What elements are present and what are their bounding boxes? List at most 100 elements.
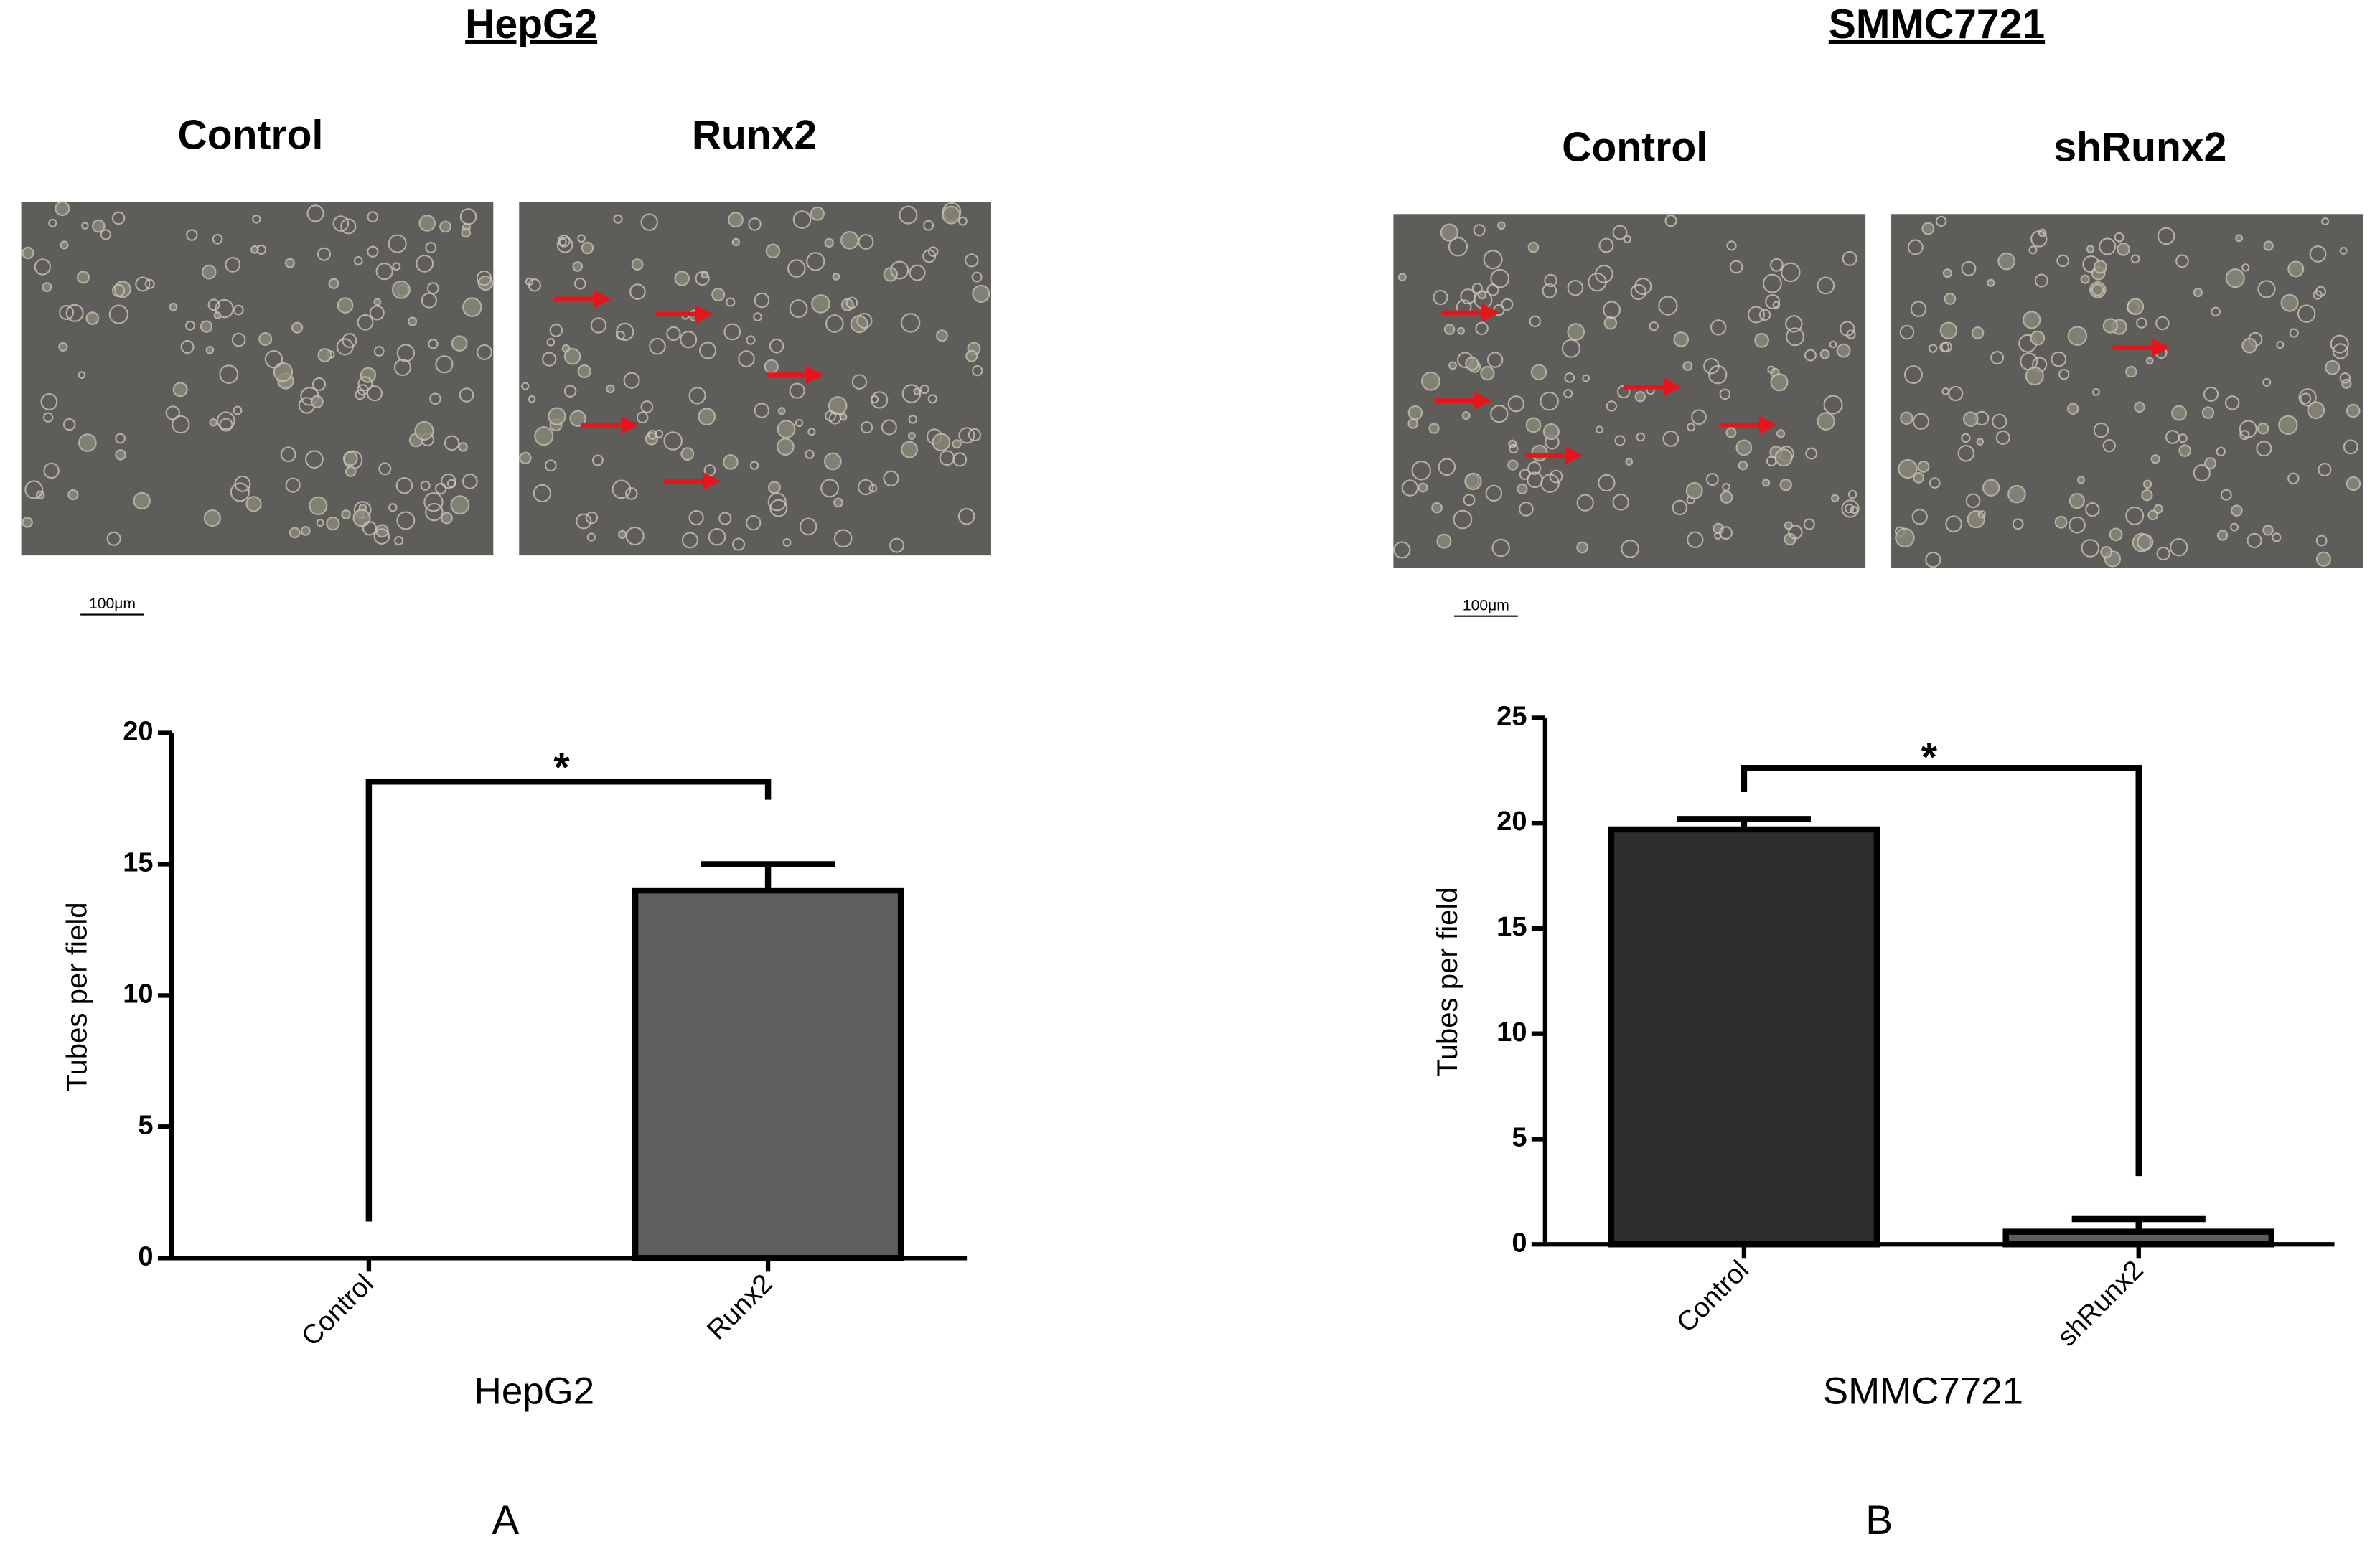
cell <box>2339 246 2348 255</box>
cell <box>1443 324 1456 335</box>
cell <box>782 538 792 547</box>
cell <box>22 246 34 260</box>
significance-star: * <box>1921 734 1938 780</box>
cell <box>264 349 284 369</box>
cell <box>2134 401 2145 413</box>
cell <box>856 313 873 329</box>
cell <box>695 271 710 286</box>
cell <box>789 299 808 319</box>
cell <box>289 527 301 539</box>
cell <box>172 382 188 398</box>
cell <box>711 288 726 302</box>
cell <box>1433 289 1448 306</box>
cell <box>576 513 592 530</box>
cell <box>899 205 918 225</box>
cell <box>1995 430 2010 445</box>
cell <box>2321 217 2330 226</box>
cell <box>1664 215 1677 227</box>
cell <box>1393 541 1411 559</box>
cell <box>908 415 918 424</box>
cell <box>1779 479 1792 491</box>
cell <box>2235 234 2244 243</box>
cell <box>1519 502 1534 517</box>
y-tick-label: 5 <box>138 1110 153 1140</box>
cell <box>418 215 436 232</box>
cell <box>407 316 418 326</box>
cell <box>1407 418 1418 429</box>
cell <box>881 419 897 436</box>
cell <box>698 408 716 426</box>
cell <box>2007 484 2026 504</box>
cell <box>396 344 416 362</box>
cell <box>1561 339 1581 358</box>
cell <box>2272 532 2282 542</box>
cell <box>1576 541 1588 554</box>
cell <box>414 420 434 441</box>
cell <box>1788 525 1803 540</box>
cell <box>2257 280 2276 298</box>
cell <box>907 432 916 440</box>
cell <box>1606 400 1618 412</box>
cell <box>1634 390 1646 403</box>
cell <box>2125 365 2137 378</box>
cell <box>1846 329 1856 339</box>
cell <box>590 317 607 334</box>
cell <box>971 271 983 283</box>
cell <box>2025 366 2044 386</box>
cell <box>1614 435 1626 446</box>
error-bar <box>1677 816 1811 829</box>
cell <box>2156 546 2170 561</box>
cell <box>1842 250 1857 266</box>
cell <box>205 346 215 354</box>
cell <box>731 537 746 551</box>
cell <box>825 314 844 333</box>
cell <box>1491 538 1510 558</box>
cell <box>1836 343 1851 358</box>
cell <box>144 278 155 289</box>
cell <box>728 212 744 228</box>
cell <box>1722 483 1730 491</box>
cell <box>1786 327 1804 347</box>
cell <box>201 264 217 280</box>
cell <box>688 509 704 526</box>
cell <box>640 213 658 231</box>
cell <box>100 229 111 240</box>
cell <box>1527 471 1543 489</box>
cell <box>1767 365 1776 374</box>
cell <box>1850 506 1858 514</box>
cell <box>1621 539 1639 558</box>
cell <box>952 439 962 449</box>
cell <box>2239 420 2257 438</box>
cell <box>106 531 121 546</box>
cell <box>2100 546 2113 558</box>
cell <box>1720 491 1733 504</box>
scale-bar-label: 100μm <box>1463 597 1509 613</box>
cell <box>1803 518 1815 530</box>
cell <box>850 315 868 334</box>
cell <box>458 442 468 452</box>
cell <box>2054 515 2068 529</box>
cell <box>1431 502 1443 514</box>
cell <box>1490 268 1510 288</box>
cell <box>434 482 447 495</box>
panel-title: SMMC7721 <box>1829 1 2045 47</box>
cell <box>1817 276 1835 295</box>
cell <box>91 219 106 233</box>
cell <box>1917 460 1930 473</box>
cell <box>328 278 339 289</box>
cell <box>378 462 392 476</box>
y-tick-label: 20 <box>1496 806 1527 837</box>
cell <box>1830 494 1840 503</box>
cell <box>357 376 373 392</box>
cell <box>1738 460 1748 471</box>
cell <box>1658 296 1678 316</box>
cell <box>789 382 805 399</box>
cell <box>78 371 86 379</box>
cell <box>1440 223 1458 242</box>
cell <box>1729 260 1743 274</box>
cell <box>1942 268 1953 278</box>
cell <box>2171 405 2187 421</box>
cell <box>317 247 332 261</box>
cell <box>219 364 239 384</box>
cell <box>900 313 921 333</box>
